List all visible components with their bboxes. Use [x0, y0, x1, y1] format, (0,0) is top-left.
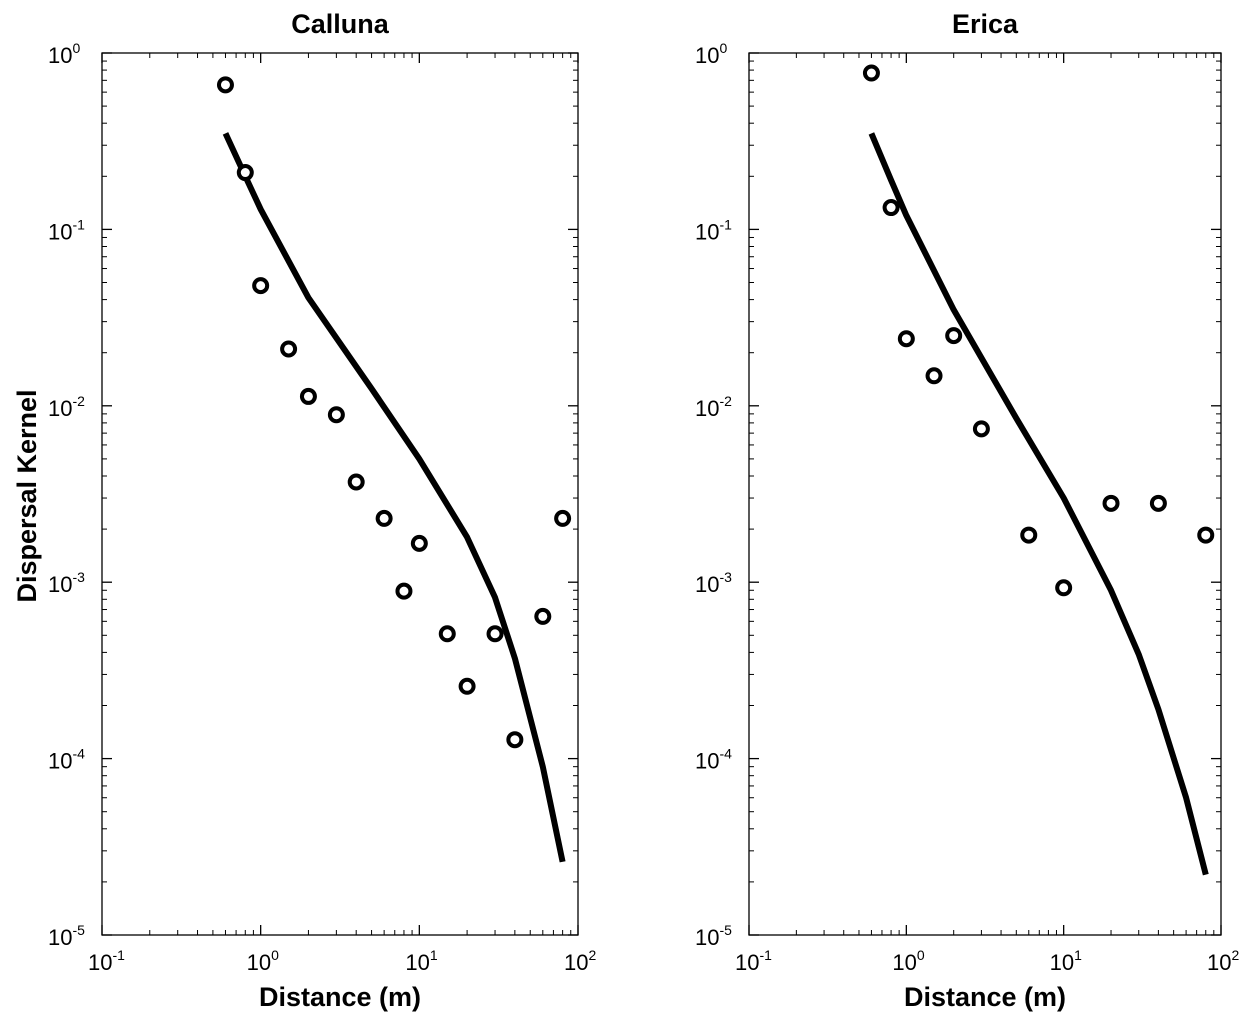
data-point	[375, 509, 393, 527]
x-axis-label: Distance (m)	[904, 982, 1066, 1012]
x-tick-label: 10-1	[88, 947, 125, 975]
x-tick-label: 101	[405, 947, 437, 975]
y-tick-label: 10-3	[695, 569, 732, 597]
data-point	[1149, 494, 1167, 512]
data-point	[925, 367, 943, 385]
y-tick-label: 100	[48, 40, 80, 68]
fitted-kernel-line	[222, 132, 566, 863]
y-tick-label: 10-4	[48, 746, 85, 774]
data-point	[1102, 494, 1120, 512]
data-point	[458, 677, 476, 695]
data-point	[395, 582, 413, 600]
y-axis-label: Dispersal Kernel	[12, 389, 42, 602]
y-tick-label: 10-2	[48, 393, 85, 421]
chart-title: Calluna	[291, 9, 390, 39]
x-tick-label: 100	[247, 947, 279, 975]
x-tick-label: 101	[1050, 947, 1082, 975]
data-point	[216, 76, 234, 94]
data-point	[486, 625, 504, 643]
x-tick-label: 102	[564, 947, 596, 975]
data-point	[410, 534, 428, 552]
data-point	[438, 625, 456, 643]
data-point	[299, 387, 317, 405]
y-tick-label: 100	[695, 40, 727, 68]
plot-frame	[748, 52, 1222, 936]
x-tick-label: 10-1	[735, 947, 772, 975]
data-point	[554, 509, 572, 527]
data-point	[506, 731, 524, 749]
chart-title: Erica	[952, 9, 1019, 39]
data-point	[534, 607, 552, 625]
data-point	[1055, 579, 1073, 597]
x-tick-label: 100	[892, 947, 924, 975]
data-point	[347, 473, 365, 491]
data-point	[252, 277, 270, 295]
y-tick-label: 10-2	[695, 393, 732, 421]
x-axis-label: Distance (m)	[259, 982, 421, 1012]
data-point	[897, 330, 915, 348]
data-point	[1020, 526, 1038, 544]
y-tick-label: 10-1	[48, 216, 85, 244]
y-tick-label: 10-5	[695, 922, 732, 950]
y-tick-label: 10-3	[48, 569, 85, 597]
fitted-kernel-line	[868, 132, 1209, 876]
data-point	[280, 340, 298, 358]
data-point	[1197, 526, 1215, 544]
y-tick-label: 10-4	[695, 746, 732, 774]
y-tick-label: 10-5	[48, 922, 85, 950]
data-point	[972, 420, 990, 438]
x-tick-label: 102	[1207, 947, 1239, 975]
data-point	[862, 64, 880, 82]
y-tick-label: 10-1	[695, 216, 732, 244]
data-point	[327, 406, 345, 424]
data-point	[236, 164, 254, 182]
data-point	[945, 327, 963, 345]
data-point	[882, 199, 900, 217]
plot-frame	[101, 52, 579, 936]
